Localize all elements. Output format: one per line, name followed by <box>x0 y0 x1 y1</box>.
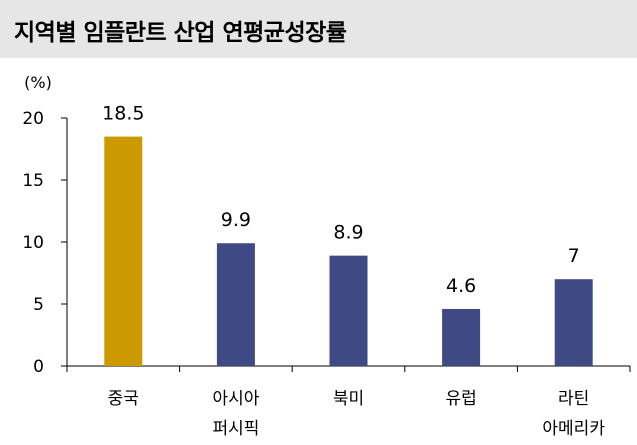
title-bar: 지역별 임플란트 산업 연평균성장률 <box>0 0 637 58</box>
y-tick-label: 5 <box>33 295 44 315</box>
y-axis-label: (%) <box>24 73 52 92</box>
data-label: 9.9 <box>221 209 251 231</box>
x-tick-label: 아메리카 <box>542 419 605 439</box>
data-label: 8.9 <box>333 222 363 244</box>
bar <box>216 243 255 366</box>
y-tick-label: 10 <box>22 233 44 253</box>
x-tick-label: 아시아 <box>212 389 259 409</box>
x-tick-label: 북미 <box>333 389 364 409</box>
y-tick-label: 0 <box>33 357 44 377</box>
y-tick-label: 15 <box>22 171 44 191</box>
x-tick-label: 퍼시픽 <box>212 419 259 439</box>
data-label: 18.5 <box>102 103 144 125</box>
bar <box>329 255 368 366</box>
bar <box>104 136 143 366</box>
y-tick-label: 20 <box>22 109 44 129</box>
x-tick-label: 유럽 <box>445 389 476 409</box>
x-tick-label: 중국 <box>108 389 139 409</box>
chart-title: 지역별 임플란트 산업 연평균성장률 <box>14 20 347 46</box>
bar <box>442 308 481 366</box>
data-label: 4.6 <box>446 275 476 297</box>
data-label: 7 <box>568 245 580 267</box>
bar <box>554 279 593 366</box>
x-tick-label: 라틴 <box>558 389 589 409</box>
